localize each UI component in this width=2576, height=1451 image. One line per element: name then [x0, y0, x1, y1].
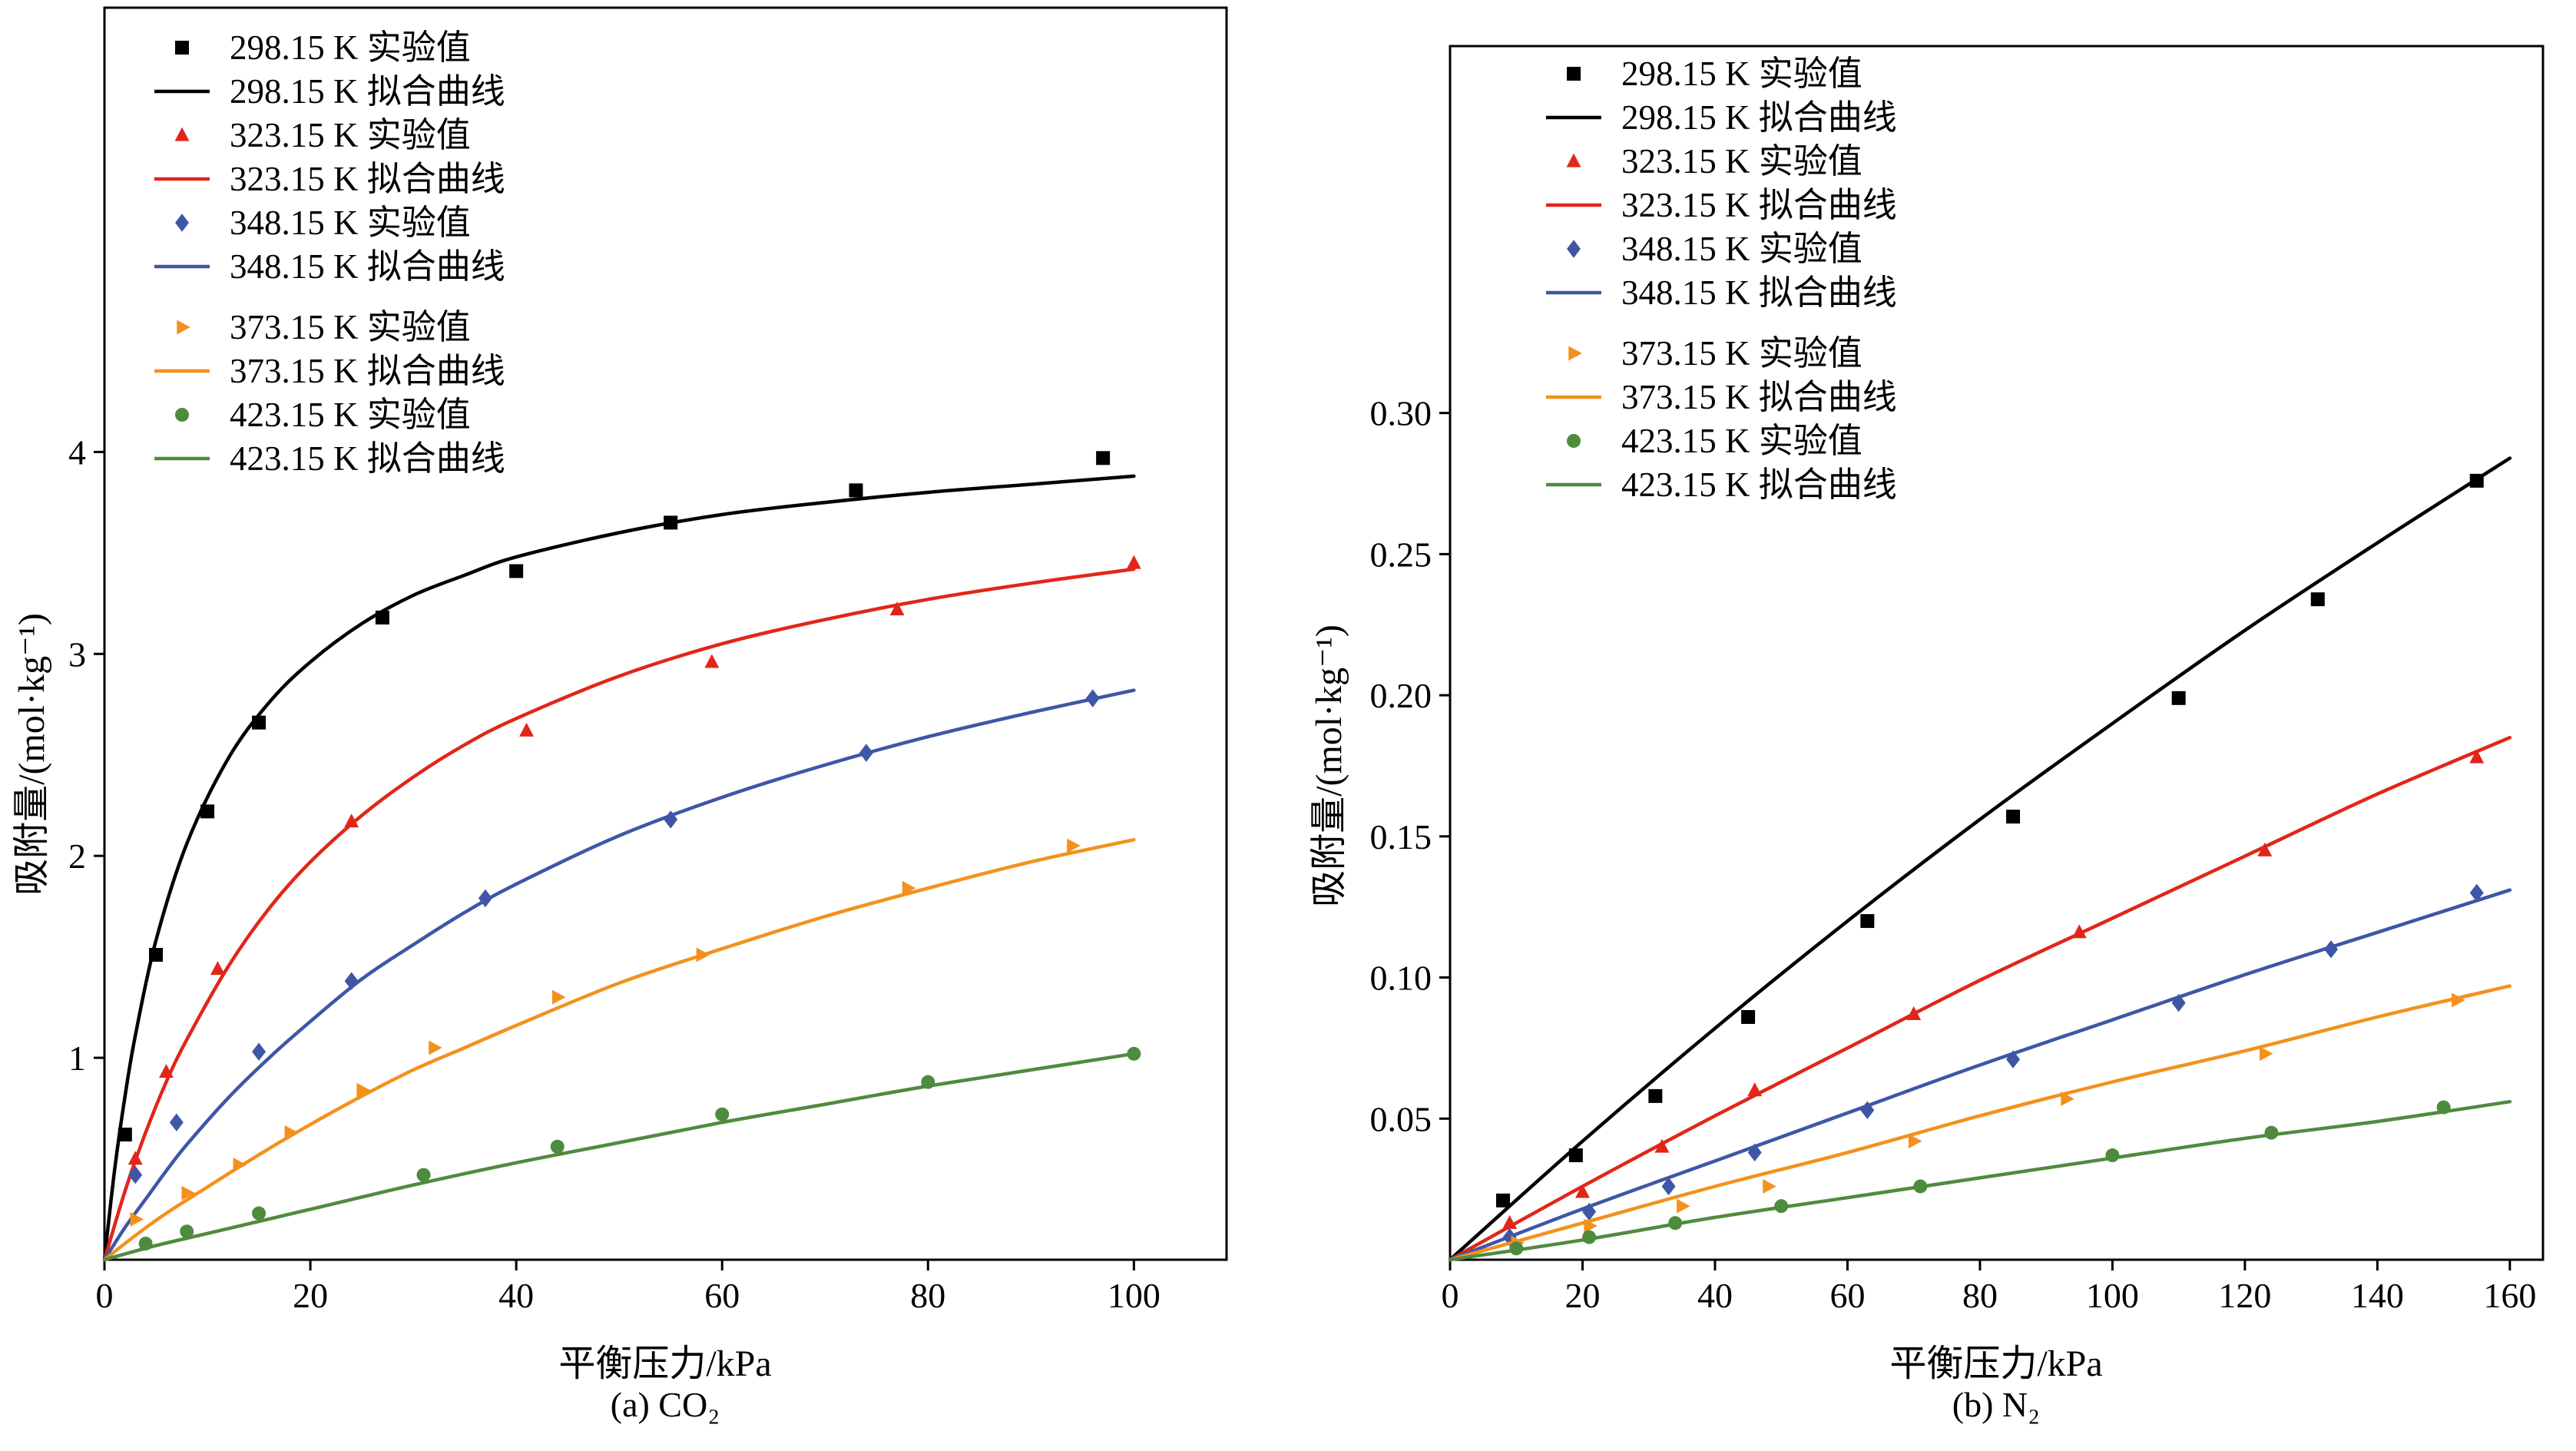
exp-points-373.15 K — [1511, 992, 2465, 1251]
fit-curve-373.15 K — [102, 837, 1136, 1262]
exp-points-423.15 K — [1509, 1100, 2451, 1256]
svg-text:160: 160 — [2483, 1276, 2536, 1315]
svg-text:1: 1 — [68, 1039, 86, 1078]
svg-text:373.15 K 实验值: 373.15 K 实验值 — [1621, 334, 1862, 373]
fit-curve-423.15 K — [1448, 1099, 2512, 1262]
svg-text:140: 140 — [2351, 1276, 2404, 1315]
n2-y-axis-label: 吸附量/(mol·kg⁻¹) — [1309, 624, 1349, 907]
svg-text:100: 100 — [2086, 1276, 2139, 1315]
svg-text:373.15 K 拟合曲线: 373.15 K 拟合曲线 — [230, 352, 505, 390]
svg-text:60: 60 — [704, 1276, 740, 1315]
plot-frame — [1449, 45, 2545, 1261]
panel-n2: 0 20 40 60 80 100 120 140 160 0.05 0.10 0.15 0.20 0.2… — [1288, 0, 2576, 1451]
svg-text:80: 80 — [1962, 1276, 1998, 1315]
svg-text:40: 40 — [498, 1276, 534, 1315]
svg-text:348.15 K 实验值: 348.15 K 实验值 — [1621, 230, 1862, 268]
svg-text:20: 20 — [293, 1276, 328, 1315]
svg-text:0.25: 0.25 — [1370, 535, 1432, 574]
svg-text:423.15 K 拟合曲线: 423.15 K 拟合曲线 — [230, 439, 505, 478]
fit-curve-423.15 K — [102, 1052, 1136, 1262]
n2-x-axis-label: 平衡压力/kPa — [1889, 1343, 2103, 1384]
co2-caption: (a) CO₂ — [610, 1385, 720, 1424]
exp-points-373.15 K — [130, 838, 1081, 1227]
svg-text:423.15 K 拟合曲线: 423.15 K 拟合曲线 — [1621, 465, 1897, 504]
svg-text:0.30: 0.30 — [1370, 394, 1432, 433]
svg-text:2: 2 — [68, 836, 86, 876]
svg-text:0.05: 0.05 — [1370, 1099, 1432, 1138]
svg-text:323.15 K 拟合曲线: 323.15 K 拟合曲线 — [1621, 186, 1897, 224]
fit-curve-323.15 K — [1448, 735, 2512, 1262]
svg-text:80: 80 — [910, 1276, 945, 1315]
exp-points-423.15 K — [138, 1046, 1141, 1251]
svg-text:423.15 K 实验值: 423.15 K 实验值 — [230, 396, 471, 434]
legend: 298.15 K 实验值 298.15 K 拟合曲线 323.15 K 实验值 323… — [1546, 55, 1897, 504]
svg-text:298.15 K 实验值: 298.15 K 实验值 — [1621, 55, 1862, 93]
co2-y-axis-label: 吸附量/(mol·kg⁻¹) — [12, 613, 52, 896]
exp-points-348.15 K — [1502, 883, 2484, 1247]
fit-curve-298.15 K — [1448, 456, 2512, 1262]
fit-curve-348.15 K — [102, 688, 1136, 1262]
svg-text:3: 3 — [68, 634, 86, 674]
panel-co2: 0 20 40 60 80 100 1 2 3 4 298.15 K 实验值 298.15 K 拟合曲… — [12, 6, 1228, 1424]
n2-chart: 0 20 40 60 80 100 120 140 160 0.05 0.10 0.15 0.20 0.2… — [1370, 45, 2545, 1315]
svg-text:60: 60 — [1829, 1276, 1865, 1315]
n2-caption: (b) N₂ — [1952, 1385, 2041, 1424]
exp-points-323.15 K — [127, 555, 1141, 1165]
svg-text:0: 0 — [1442, 1276, 1459, 1315]
fit-curve-373.15 K — [1448, 984, 2512, 1262]
svg-text:0: 0 — [96, 1276, 114, 1315]
exp-points-323.15 K — [1502, 749, 2485, 1229]
svg-text:20: 20 — [1564, 1276, 1600, 1315]
svg-text:40: 40 — [1697, 1276, 1733, 1315]
fit-curve-298.15 K — [102, 474, 1136, 1262]
svg-text:348.15 K 拟合曲线: 348.15 K 拟合曲线 — [1621, 273, 1897, 312]
legend: 298.15 K 实验值 298.15 K 拟合曲线 323.15 K 实验值 323… — [154, 28, 505, 478]
svg-text:0.20: 0.20 — [1370, 676, 1432, 715]
svg-text:100: 100 — [1108, 1276, 1161, 1315]
svg-text:323.15 K 实验值: 323.15 K 实验值 — [1621, 142, 1862, 181]
svg-text:0.15: 0.15 — [1370, 817, 1432, 856]
exp-points-298.15 K — [1495, 473, 2484, 1208]
fit-curve-323.15 K — [102, 567, 1136, 1262]
svg-text:373.15 K 实验值: 373.15 K 实验值 — [230, 308, 471, 346]
co2-chart: 0 20 40 60 80 100 1 2 3 4 298.15 K 实验值 298.15 K 拟合曲… — [68, 6, 1228, 1315]
svg-text:4: 4 — [68, 432, 86, 472]
svg-text:323.15 K 实验值: 323.15 K 实验值 — [230, 116, 471, 154]
fit-curve-348.15 K — [1448, 888, 2512, 1262]
svg-text:298.15 K 拟合曲线: 298.15 K 拟合曲线 — [1621, 98, 1897, 137]
co2-x-axis-label: 平衡压力/kPa — [558, 1343, 772, 1384]
exp-points-298.15 K — [118, 451, 1111, 1141]
axis-ticks: 0 20 40 60 80 100 120 140 160 0.05 0.10 0.15 0.20 0.2… — [1370, 394, 2537, 1315]
svg-text:298.15 K 实验值: 298.15 K 实验值 — [230, 28, 471, 67]
svg-text:120: 120 — [2218, 1276, 2271, 1315]
exp-points-348.15 K — [128, 689, 1100, 1184]
svg-text:348.15 K 拟合曲线: 348.15 K 拟合曲线 — [230, 247, 505, 286]
svg-text:323.15 K 拟合曲线: 323.15 K 拟合曲线 — [230, 160, 505, 198]
svg-text:298.15 K 拟合曲线: 298.15 K 拟合曲线 — [230, 72, 505, 111]
svg-text:348.15 K 实验值: 348.15 K 实验值 — [230, 204, 471, 242]
axis-ticks: 0 20 40 60 80 100 1 2 3 4 — [68, 432, 1161, 1315]
plot-frame — [103, 6, 1228, 1261]
svg-text:373.15 K 拟合曲线: 373.15 K 拟合曲线 — [1621, 378, 1897, 416]
svg-text:0.10: 0.10 — [1370, 959, 1432, 998]
svg-text:423.15 K 实验值: 423.15 K 实验值 — [1621, 422, 1862, 460]
